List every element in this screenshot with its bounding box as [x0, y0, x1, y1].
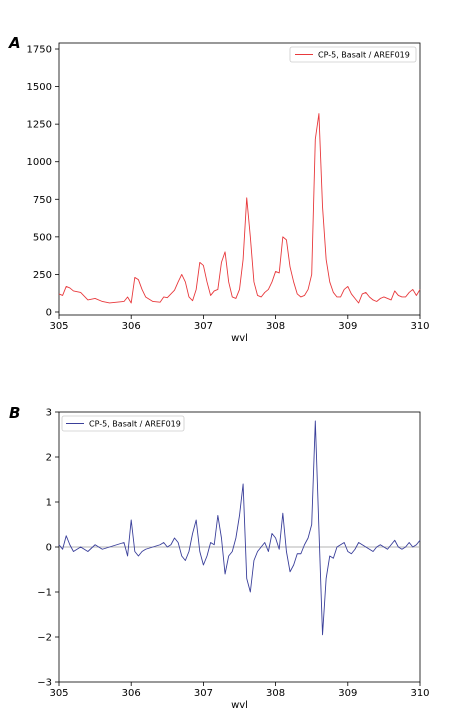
y-tick-label-b: 3	[46, 408, 52, 419]
x-tick-label-a: 306	[122, 321, 141, 332]
y-tick-label-a: 1750	[27, 45, 52, 56]
y-tick-label-b: 0	[46, 543, 52, 554]
y-tick-label-a: 250	[33, 270, 52, 281]
x-tick-label-b: 310	[410, 688, 429, 699]
y-tick-label-b: −1	[37, 588, 52, 599]
y-tick-label-b: −3	[37, 678, 52, 689]
legend-a: CP-5, Basalt / AREF019	[289, 46, 417, 63]
y-tick-label-b: −2	[37, 633, 52, 644]
y-tick-label-a: 500	[33, 232, 52, 243]
x-tick-label-a: 310	[410, 321, 429, 332]
x-tick-label-b: 306	[122, 688, 141, 699]
x-axis-label-b: wvl	[231, 700, 248, 711]
y-tick-label-a: 750	[33, 195, 52, 206]
legend-box-a	[289, 46, 417, 63]
y-tick-label-b: 1	[46, 498, 52, 509]
x-tick-label-a: 307	[194, 321, 213, 332]
y-tick-label-a: 1000	[27, 157, 52, 168]
plot-frame-a	[58, 42, 421, 316]
axis-ticks-a: 305 306 307 308 309 310 0 250 500 750 1000 1250 1500…	[27, 45, 430, 332]
x-tick-label-b: 309	[338, 688, 357, 699]
x-tick-label-a: 305	[49, 321, 68, 332]
legend-label-b: CP-5, Basalt / AREF019	[89, 420, 181, 429]
legend-label-a: CP-5, Basalt / AREF019	[318, 51, 410, 60]
chart-panel-b: B 305 306 307 308 309 310 −3 −2 −1 0 1 2 3 wvl CP-5,…	[9, 404, 430, 711]
y-tick-label-a: 0	[46, 307, 52, 318]
series-area-a	[58, 113, 421, 304]
x-tick-label-b: 307	[194, 688, 213, 699]
legend-box-b	[61, 415, 185, 432]
legend-b: CP-5, Basalt / AREF019	[61, 415, 185, 432]
series-line-b	[58, 420, 421, 636]
chart-panel-a: A 305 306 307 308 309 310 0 250 500 750 1000 1250 15…	[8, 34, 430, 344]
x-tick-label-b: 308	[266, 688, 285, 699]
x-tick-label-a: 308	[266, 321, 285, 332]
panel-label-b: B	[9, 404, 20, 422]
y-tick-label-b: 2	[46, 453, 52, 464]
x-axis-label-a: wvl	[231, 333, 248, 344]
y-tick-label-a: 1500	[27, 82, 52, 93]
series-line-a	[58, 113, 421, 304]
axis-ticks-b: 305 306 307 308 309 310 −3 −2 −1 0 1 2 3	[37, 408, 429, 700]
x-tick-label-b: 305	[49, 688, 68, 699]
panel-label-a: A	[8, 34, 21, 52]
series-area-b	[58, 420, 421, 636]
x-tick-label-a: 309	[338, 321, 357, 332]
y-tick-label-a: 1250	[27, 120, 52, 131]
